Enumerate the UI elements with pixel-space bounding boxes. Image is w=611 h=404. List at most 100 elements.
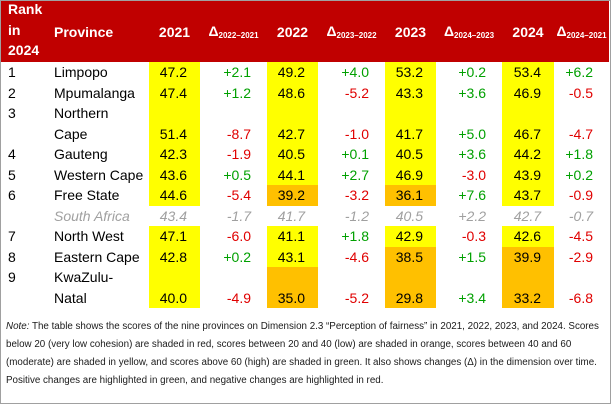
score-2022-cell: 40.5 [267,144,318,165]
table-row: 3 Northern [1,103,609,124]
score-2022-cell: 48.6 [267,82,318,103]
delta-cell: -0.7 [568,207,593,224]
score-2024-cell: 53.4 [502,62,554,83]
delta-cell: -1.0 [344,125,369,142]
score-2023-cell: 40.5 [385,144,436,165]
header-rank-line2: in [1,22,52,42]
table-row: Cape 51.4 -8.7 42.7 -1.0 41.7 +5.0 46.7 … [1,123,609,144]
header-delta-2023-2022: Δ2023–2022 [318,1,385,62]
score-2021-cell: 42.3 [149,144,200,165]
province-cell: South Africa [54,207,130,224]
score-2021-cell: 43.6 [149,164,200,185]
score-2022-cell-spacer [267,267,318,288]
delta-cell: -2.9 [568,248,593,265]
delta-cell: -4.6 [344,248,369,265]
delta-cell-spacer [554,103,609,124]
province-cell-line2: Cape [54,125,88,142]
delta-cell-spacer [436,267,502,288]
province-cell-line2: Natal [54,289,87,306]
score-2022-cell: 35.0 [267,287,318,308]
province-cell: Limpopo [54,64,108,81]
score-2022-cell: 43.1 [267,246,318,267]
delta-cell-spacer [318,267,385,288]
score-2021-cell-spacer [149,103,200,124]
header-delta-2024-2021: Δ2024–2021 [554,1,609,62]
header-delta-2022-2021: Δ2022–2021 [200,1,267,62]
delta-cell: +3.4 [458,289,486,306]
rank-cell-spacer [1,288,52,309]
score-2021-cell: 47.2 [149,62,200,83]
score-2021-cell: 47.1 [149,226,200,247]
delta-cell: +0.1 [341,146,369,163]
province-cell: Western Cape [54,166,144,183]
delta-cell: +3.6 [458,146,486,163]
rank-cell: 1 [8,64,16,81]
score-2024-cell-spacer [502,103,554,124]
rank-cell: 2 [8,84,16,101]
score-2024-cell: 43.7 [502,185,554,206]
province-cell: North West [54,228,124,245]
rank-cell: 8 [8,248,16,265]
header-rank: Rank [1,1,52,22]
table-row: 7 North West 47.1 -6.0 41.1 +1.8 42.9 -0… [1,226,609,247]
table-note: Note: The table shows the scores of the … [6,318,606,390]
score-2023-cell: 40.5 [395,207,423,224]
delta-cell: -6.0 [226,228,251,245]
score-2022-cell: 49.2 [267,62,318,83]
delta-cell: +0.2 [458,64,486,81]
table-row: 8 Eastern Cape 42.8 +0.2 43.1 -4.6 38.5 … [1,246,609,267]
rank-cell: 9 [8,269,16,286]
score-2021-cell: 47.4 [149,82,200,103]
header-rank-line3: 2024 [1,42,52,62]
delta-cell: -5.4 [226,187,251,204]
delta-cell: +3.6 [458,84,486,101]
header-province: Province [52,1,149,62]
score-2024-cell: 42.6 [502,226,554,247]
score-2023-cell: 29.8 [385,287,436,308]
delta-cell: -4.7 [568,125,593,142]
score-2021-cell: 51.4 [149,123,200,144]
province-cell: Eastern Cape [54,248,140,265]
delta-cell: +1.8 [341,228,369,245]
delta-cell: -1.2 [344,207,369,224]
delta-cell: -1.7 [226,207,251,224]
table-row-national: South Africa 43.4 -1.7 41.7 -1.2 40.5 +2… [1,206,609,227]
score-2023-cell: 38.5 [385,246,436,267]
score-2022-cell: 44.1 [267,164,318,185]
score-2023-cell-spacer [385,267,436,288]
score-2021-cell: 44.6 [149,185,200,206]
delta-cell: -3.2 [344,187,369,204]
delta-cell: +0.2 [565,166,593,183]
score-2022-cell: 41.1 [267,226,318,247]
province-cell: Free State [54,187,120,204]
delta-cell: +2.7 [341,166,369,183]
delta-cell: -1.9 [226,146,251,163]
score-2023-cell: 53.2 [385,62,436,83]
fairness-scores-table: Rank Province 2021 Δ2022–2021 2022 Δ2023… [1,1,609,308]
delta-cell: -6.8 [568,289,593,306]
delta-cell: +4.0 [341,64,369,81]
score-2024-cell-spacer [502,267,554,288]
rank-cell [1,206,52,227]
table-row: 5 Western Cape 43.6 +0.5 44.1 +2.7 46.9 … [1,164,609,185]
score-2023-cell: 41.7 [385,123,436,144]
score-2021-cell: 40.0 [149,287,200,308]
delta-cell: -5.2 [344,289,369,306]
score-2024-cell: 46.7 [502,123,554,144]
delta-cell: +7.6 [458,187,486,204]
note-label: Note: [6,321,30,332]
delta-cell-spacer [200,103,267,124]
score-2023-cell-spacer [385,103,436,124]
delta-cell: -0.9 [568,187,593,204]
rank-cell: 7 [8,228,16,245]
rank-cell: 4 [8,146,16,163]
delta-cell: +6.2 [565,64,593,81]
delta-cell: -4.9 [226,289,251,306]
delta-cell: +2.1 [223,64,251,81]
delta-cell: +1.2 [223,84,251,101]
delta-cell: -8.7 [226,125,251,142]
score-2024-cell: 39.9 [502,246,554,267]
score-2024-cell: 42.7 [513,207,541,224]
score-2022-cell: 39.2 [267,185,318,206]
delta-cell-spacer [554,267,609,288]
